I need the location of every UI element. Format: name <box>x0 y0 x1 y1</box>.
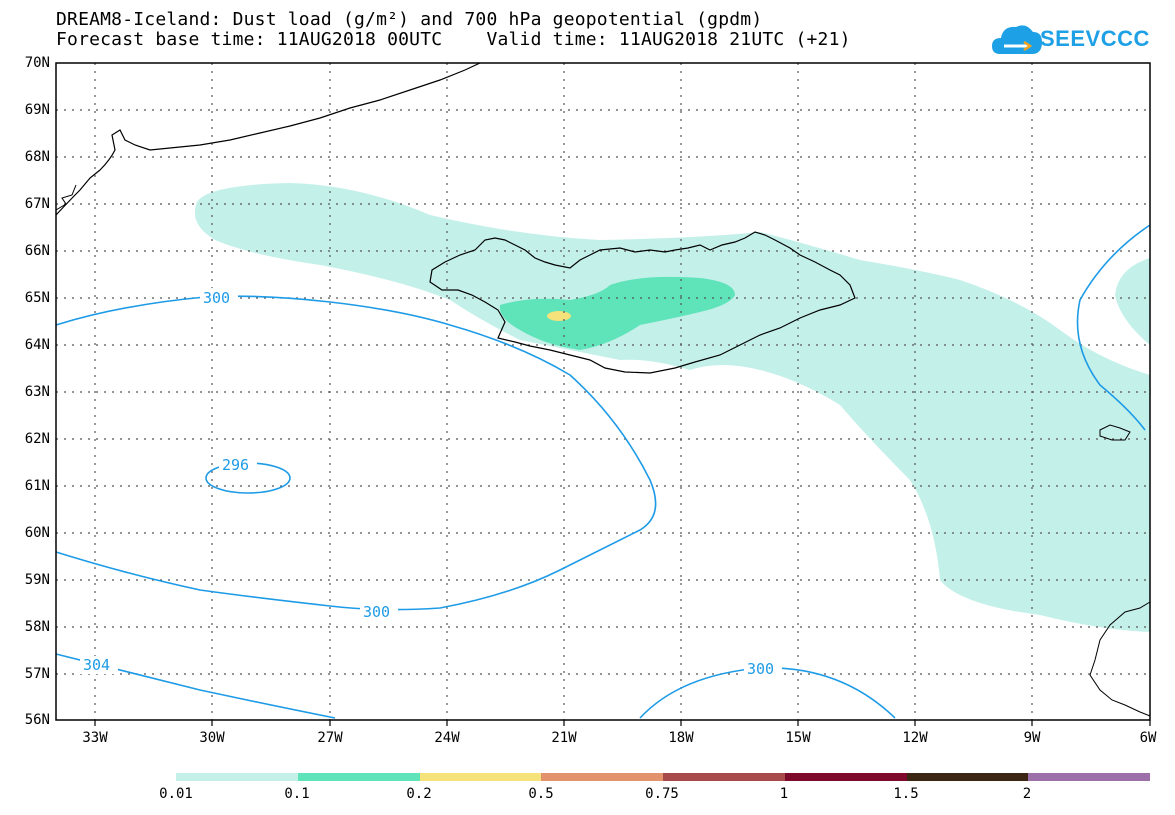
lon-label-18w: 18W <box>668 730 694 746</box>
lat-label-59n: 59N <box>24 572 50 588</box>
lon-label-15w: 15W <box>785 730 811 746</box>
lon-label-9w: 9W <box>1023 730 1041 746</box>
lat-label-67n: 67N <box>24 196 50 212</box>
lat-label-58n: 58N <box>24 619 50 635</box>
colorbar-segment-4 <box>541 773 663 781</box>
greenland-coastline-detail <box>55 184 77 211</box>
lon-label-6w: 6W <box>1139 730 1157 746</box>
lat-label-70n: 70N <box>24 55 50 71</box>
lat-label-56n: 56N <box>24 712 50 728</box>
colorbar-label-2: 2 <box>1022 786 1032 802</box>
lat-label-61n: 61N <box>24 478 50 494</box>
chart-title-line-1: DREAM8-Iceland: Dust load (g/m²) and 700… <box>56 9 763 30</box>
colorbar-segment-6 <box>784 773 907 781</box>
colorbar-label-1: 1 <box>779 786 789 802</box>
lon-label-27w: 27W <box>317 730 343 746</box>
colorbar-label-0-5: 0.5 <box>528 786 554 802</box>
chart-title-line-2: Forecast base time: 11AUG2018 00UTC Vali… <box>56 29 851 50</box>
contour-label-296: 296 <box>222 456 249 474</box>
dust-area-light <box>194 183 1150 632</box>
lat-label-60n: 60N <box>24 525 50 541</box>
contour-label-300-south: 300 <box>363 603 390 621</box>
cloud-icon <box>992 25 1042 54</box>
lat-label-63n: 63N <box>24 384 50 400</box>
colorbar-label-0-01: 0.01 <box>159 786 193 802</box>
colorbar <box>176 773 1150 781</box>
scotland-coastline <box>1089 601 1151 717</box>
colorbar-label-1-5: 1.5 <box>893 786 919 802</box>
lon-label-12w: 12W <box>902 730 928 746</box>
lon-label-33w: 33W <box>82 730 108 746</box>
contour-label-300-west: 300 <box>203 289 230 307</box>
lat-label-57n: 57N <box>24 666 50 682</box>
seevccc-logo <box>992 25 1042 54</box>
lat-label-64n: 64N <box>24 337 50 353</box>
colorbar-segment-7 <box>906 773 1029 781</box>
lon-label-30w: 30W <box>199 730 225 746</box>
lon-label-21w: 21W <box>551 730 577 746</box>
lat-label-68n: 68N <box>24 149 50 165</box>
map-gridlines <box>56 63 1150 720</box>
colorbar-segment-8 <box>1028 773 1150 781</box>
contour-label-304: 304 <box>83 656 110 674</box>
contour-label-300-southeast: 300 <box>747 660 774 678</box>
colorbar-label-0-1: 0.1 <box>284 786 310 802</box>
colorbar-segment-5 <box>663 773 785 781</box>
lat-label-69n: 69N <box>24 102 50 118</box>
dust-area-high <box>547 311 571 321</box>
lat-label-66n: 66N <box>24 243 50 259</box>
lon-label-24w: 24W <box>434 730 460 746</box>
lat-label-62n: 62N <box>24 431 50 447</box>
colorbar-segment-3 <box>419 773 542 781</box>
colorbar-label-0-2: 0.2 <box>406 786 432 802</box>
faroe-islands <box>1099 424 1131 441</box>
colorbar-segment-2 <box>297 773 420 781</box>
colorbar-label-0-75: 0.75 <box>645 786 679 802</box>
geopotential-contours <box>55 224 1151 719</box>
colorbar-segment-1 <box>176 773 298 781</box>
greenland-coastline <box>55 62 481 216</box>
iceland-coastline <box>429 231 856 374</box>
dust-area-light-east <box>1115 258 1150 345</box>
lat-label-65n: 65N <box>24 290 50 306</box>
logo-text: SEEVCCC <box>1040 26 1150 51</box>
dust-area-medium <box>499 276 735 350</box>
map-frame <box>55 62 1151 721</box>
